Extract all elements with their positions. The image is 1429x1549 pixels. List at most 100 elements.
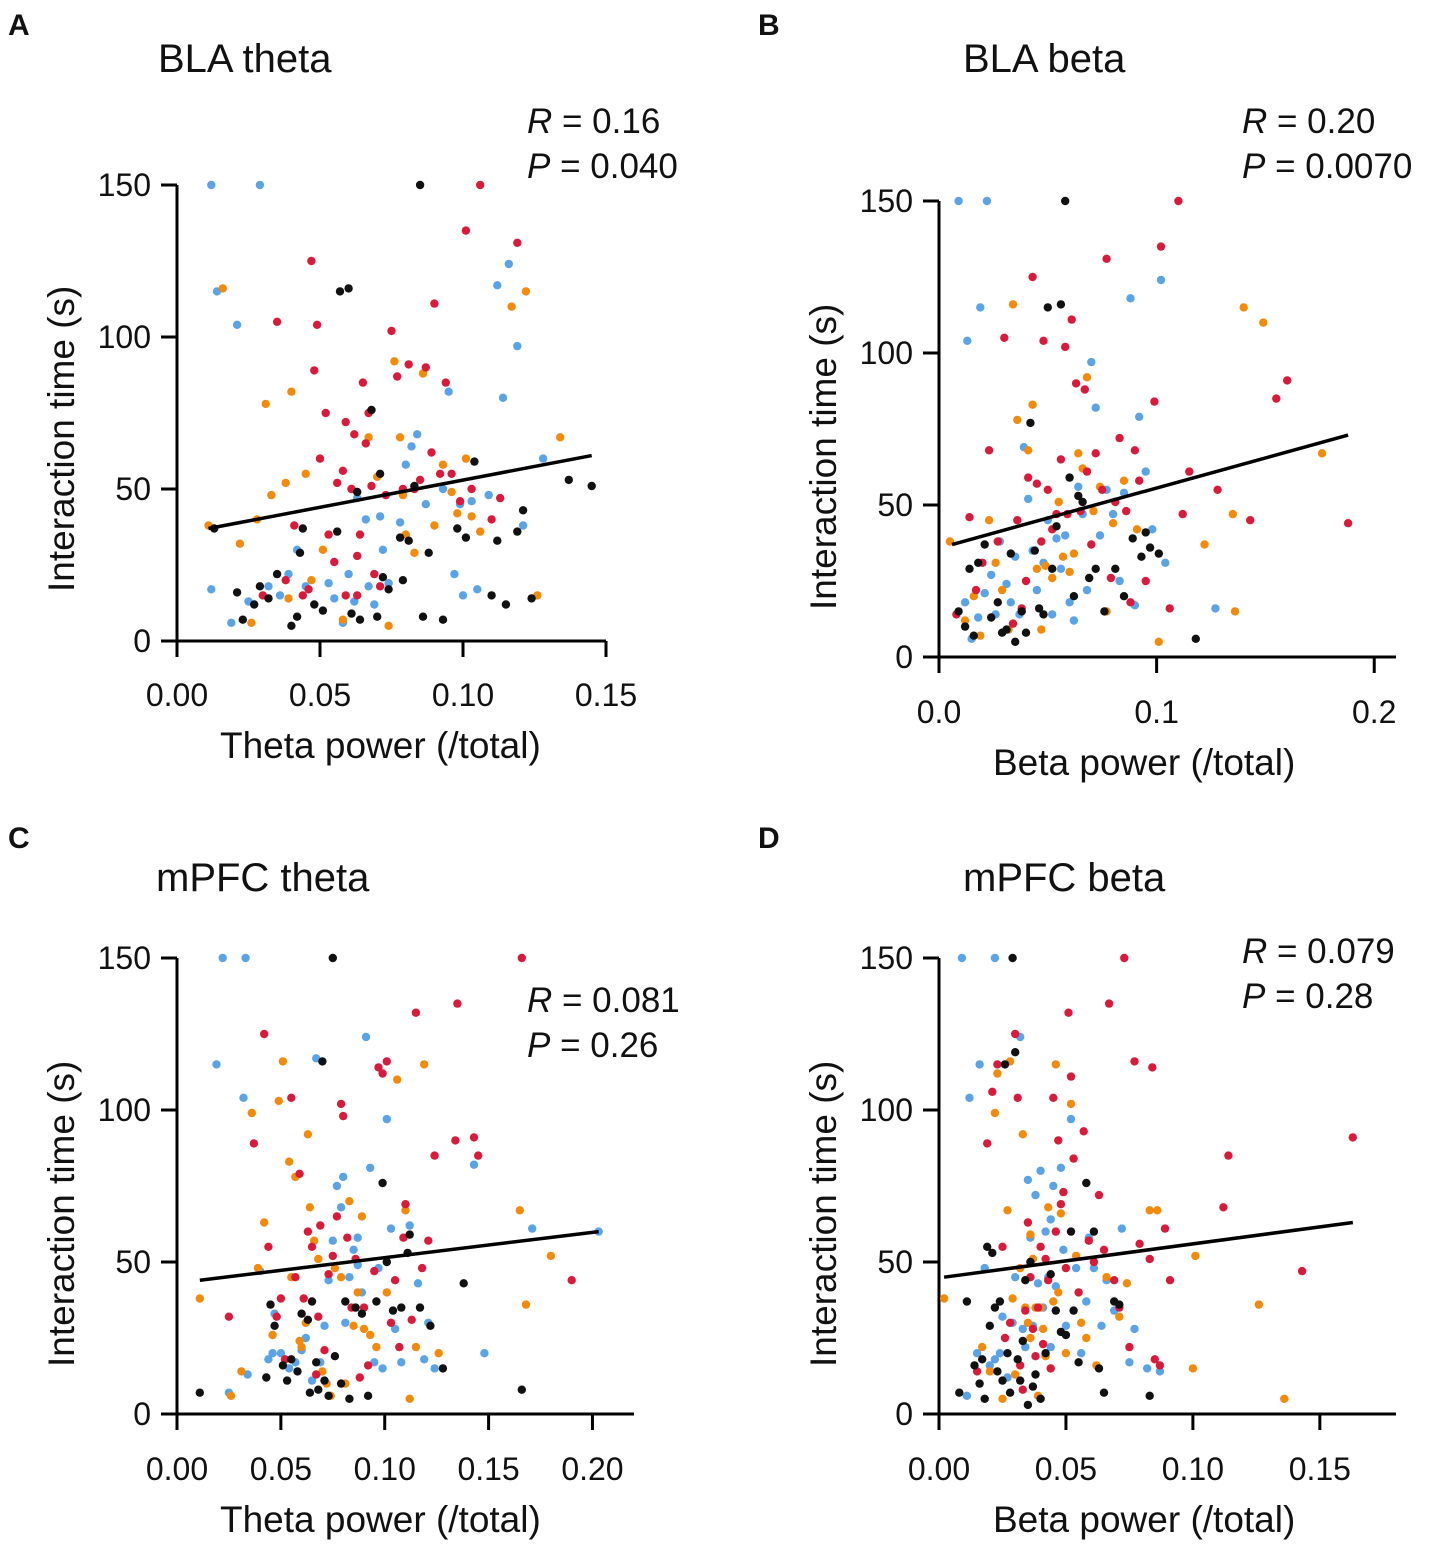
panel-c-x-tick: 0.05: [250, 1451, 312, 1487]
data-point-orange: [1054, 1288, 1063, 1297]
data-point-red: [474, 1151, 483, 1160]
panel-a-y-ticks: 0 50 100 150: [98, 167, 151, 659]
data-point-orange: [998, 1394, 1007, 1404]
panel-c-x-ticks: 0.00 0.05 0.10 0.15 0.20: [146, 1451, 624, 1487]
data-point-red: [355, 530, 365, 539]
data-point-blue: [382, 1114, 391, 1124]
data-point-orange: [1054, 497, 1063, 507]
data-point-blue: [484, 490, 493, 500]
panel-c-p-label: P: [527, 1026, 551, 1065]
data-point-orange: [1037, 625, 1046, 634]
data-point-black: [328, 953, 337, 963]
data-point-red: [988, 1087, 997, 1097]
data-point-red: [341, 417, 350, 427]
data-point-orange: [1023, 1318, 1033, 1328]
data-point-orange: [507, 302, 516, 311]
data-point-black: [970, 1361, 979, 1370]
data-point-black: [974, 558, 983, 567]
data-point-red: [1041, 1254, 1050, 1264]
data-point-black: [255, 582, 265, 591]
data-point-orange: [366, 1330, 375, 1340]
data-point-black: [1041, 1349, 1050, 1358]
data-point-red: [1343, 519, 1353, 528]
data-point-black: [312, 1358, 321, 1367]
data-point-orange: [1254, 1300, 1264, 1309]
data-point-blue: [1036, 1166, 1045, 1176]
data-point-red: [1174, 196, 1183, 206]
data-point-black: [1078, 497, 1087, 507]
data-point-blue: [518, 521, 528, 530]
panel-c-x-tick: 0.15: [457, 1451, 519, 1487]
data-point-red: [1013, 1093, 1022, 1103]
data-point-red: [469, 1133, 479, 1142]
data-point-black: [1030, 546, 1040, 555]
data-point-blue: [974, 613, 983, 622]
data-point-orange: [461, 454, 471, 463]
data-point-red: [455, 497, 465, 506]
data-point-blue: [312, 1054, 321, 1063]
data-point-red: [1011, 1029, 1020, 1039]
panel-d-x-tick: 0.15: [1289, 1451, 1351, 1487]
data-point-red: [1150, 1355, 1160, 1364]
data-point-orange: [267, 490, 276, 500]
data-point-red: [496, 493, 505, 503]
panel-c-x-tick: 0.10: [354, 1451, 416, 1487]
data-point-black: [969, 631, 978, 640]
data-point-red: [1082, 467, 1092, 476]
panel-b-title: BLA beta: [963, 37, 1126, 81]
data-point-blue: [1108, 509, 1118, 519]
data-point-red: [353, 551, 362, 561]
data-point-blue: [370, 1358, 379, 1367]
data-point-black: [287, 1355, 296, 1364]
data-point-blue: [378, 1364, 387, 1373]
data-point-orange: [1153, 1206, 1162, 1215]
panel-a-regression-line: [208, 453, 593, 531]
panel-c-y-tick: 50: [115, 1244, 151, 1280]
data-point-black: [405, 1230, 414, 1239]
data-point-orange: [1056, 1209, 1066, 1218]
data-point-orange: [318, 1367, 327, 1376]
data-point-orange: [345, 1197, 354, 1206]
data-point-red: [1043, 485, 1053, 494]
data-point-red: [430, 299, 439, 308]
data-point-red: [1091, 449, 1100, 458]
data-point-black: [238, 615, 247, 624]
panel-a-x-tick: 0.10: [432, 677, 494, 713]
data-point-blue: [1032, 585, 1042, 595]
data-point-blue: [513, 341, 522, 351]
data-point-blue: [1059, 1245, 1068, 1255]
panel-b-regression-line: [951, 433, 1349, 547]
data-point-blue: [498, 393, 508, 402]
panel-b-x-tick: 0.1: [1134, 694, 1178, 730]
data-point-blue: [345, 1273, 354, 1282]
data-point-blue: [972, 1349, 982, 1358]
data-point-black: [297, 1309, 306, 1318]
data-point-orange: [372, 1342, 381, 1352]
panel-d-title: mPFC beta: [963, 856, 1166, 900]
data-point-blue: [232, 320, 242, 329]
data-point-orange: [1228, 509, 1238, 519]
data-point-red: [333, 478, 342, 488]
panel-b: B BLA beta R = 0.20 P = 0.0070 Beta powe…: [758, 9, 1412, 783]
data-point-red: [316, 1221, 325, 1230]
data-point-red: [411, 1008, 421, 1017]
data-point-orange: [307, 576, 316, 585]
data-point-blue: [985, 1361, 994, 1370]
panel-c-y-axis-label: Interaction time (s): [41, 1061, 82, 1367]
data-point-red: [1069, 1154, 1078, 1163]
data-point-orange: [411, 1342, 421, 1352]
data-point-orange: [997, 585, 1007, 595]
data-point-red: [1110, 1276, 1119, 1285]
data-point-black: [324, 1391, 333, 1401]
data-point-red: [1106, 573, 1116, 583]
data-point-black: [232, 588, 242, 597]
panel-a-x-axis-label: Theta power (/total): [220, 725, 541, 766]
panel-a-p-value: = 0.040: [560, 147, 678, 186]
data-point-blue: [538, 454, 548, 463]
data-point-orange: [976, 631, 985, 640]
data-point-black: [501, 600, 511, 609]
data-point-red: [1102, 254, 1111, 263]
data-point-black: [318, 606, 328, 615]
data-point-black: [357, 1309, 367, 1318]
